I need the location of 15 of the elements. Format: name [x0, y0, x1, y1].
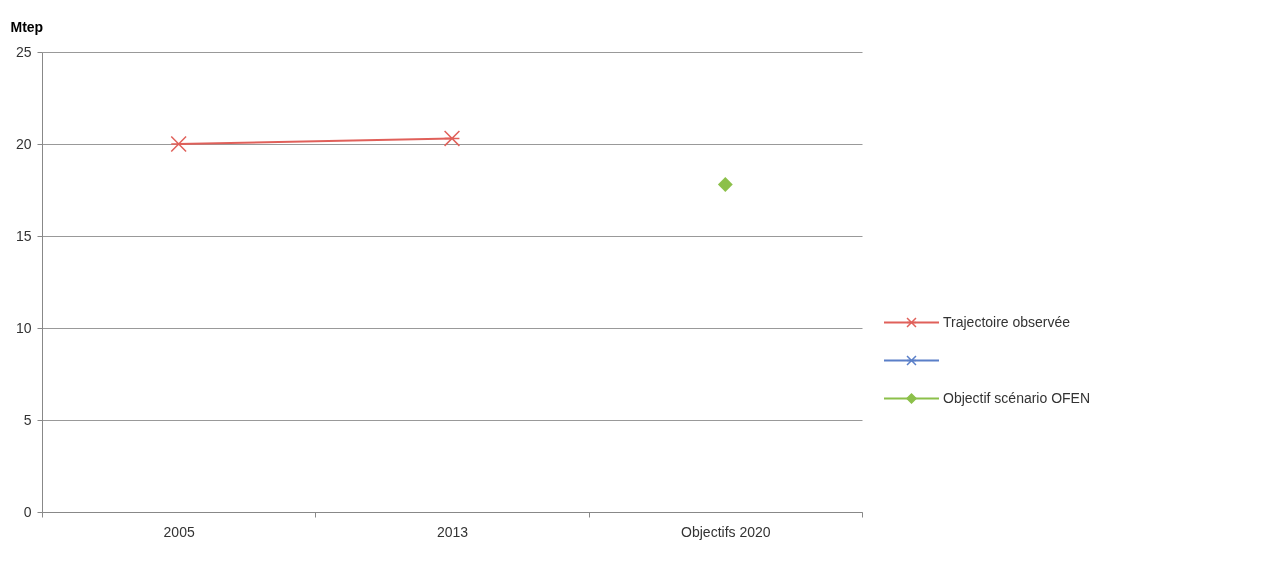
point [443, 130, 461, 147]
point [170, 135, 187, 153]
legend-label: Trajectoire observée [943, 313, 1071, 330]
y-tick-label: 25 [15, 43, 32, 60]
x-tick-label: 2005 [163, 523, 195, 540]
point [717, 177, 733, 192]
y-tick-label: 5 [23, 411, 32, 428]
x-tick-label: 2013 [436, 523, 469, 540]
y-axis-title: Mtep [10, 18, 44, 35]
legend-label: Objectif scénario OFEN [943, 389, 1091, 406]
y-tick-label: 0 [23, 503, 32, 520]
y-tick-label: 15 [15, 227, 32, 244]
x-tick-label: Objectifs 2020 [681, 523, 771, 540]
y-tick-label: 20 [15, 135, 32, 152]
y-tick-label: 10 [15, 319, 32, 336]
